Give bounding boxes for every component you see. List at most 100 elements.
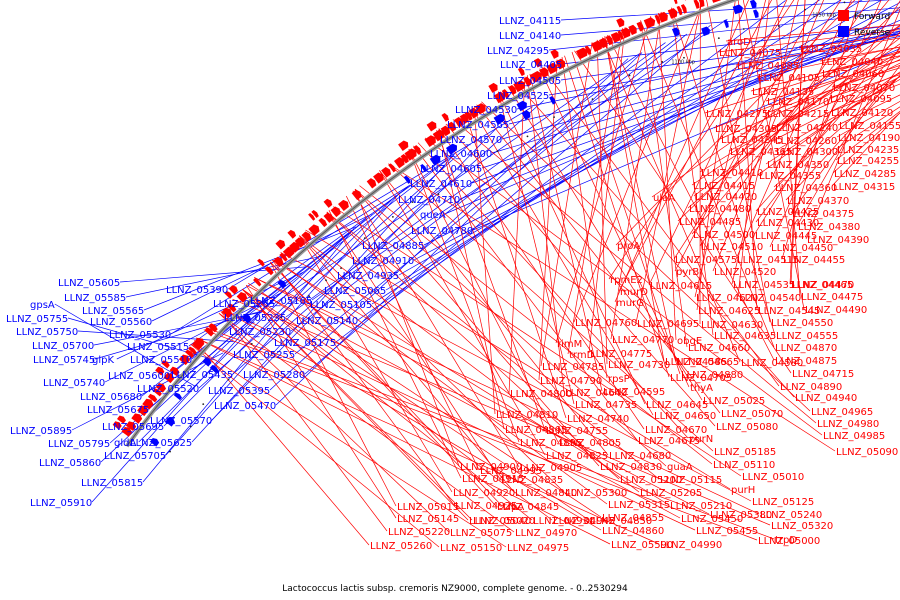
forward-gene-label: LLNZ_04430 (757, 218, 819, 229)
reverse-gene-label: LLNZ_04405 (500, 60, 562, 71)
forward-leader-line (299, 235, 640, 493)
forward-gene-label: LLNZ_04675 (638, 436, 700, 447)
misc-feature-dot (227, 378, 230, 381)
forward-leader-line (326, 211, 660, 480)
forward-leader-line (190, 343, 440, 548)
forward-gene-label: LLNZ_05240 (760, 510, 822, 521)
forward-leader-line (835, 106, 900, 150)
misc-feature-dot (202, 403, 205, 406)
forward-gene-label: LLNZ_04760 (575, 318, 637, 329)
legend-forward-label: Forward (854, 12, 890, 22)
forward-gene (311, 209, 319, 219)
forward-gene (163, 372, 175, 384)
reverse-gene-label: LLNZ_05910 (30, 498, 92, 509)
forward-gene-label: LLNZ_04995 (480, 466, 542, 477)
misc-feature-dot (591, 98, 594, 101)
forward-leader-line (507, 85, 703, 401)
legend: Forward Reverse (838, 10, 891, 38)
forward-leader-line (254, 277, 710, 515)
forward-gene (112, 421, 122, 430)
forward-leader-line (413, 145, 638, 441)
forward-gene (426, 121, 437, 132)
forward-leader-line (254, 277, 760, 515)
forward-gene-label: LLNZ_04835 (501, 475, 563, 486)
forward-gene-label: LLNZ_04450 (771, 243, 833, 254)
forward-gene-label: LLNZ_04990 (660, 540, 722, 551)
forward-leader-line (608, 0, 795, 280)
forward-gene-label: LLNZ_04585 (665, 357, 727, 368)
forward-gene (366, 178, 377, 189)
forward-gene-label: LLNZ_05150 (440, 543, 502, 554)
forward-leader-line (388, 163, 714, 452)
reverse-gene-label: LLNZ_05600 (108, 371, 170, 382)
reverse-gene-label: LLNZ_05560 (90, 317, 152, 328)
reverse-leader-line (560, 33, 900, 81)
reverse-gene-label: LLNZ_05165 (250, 296, 312, 307)
forward-leader-line (755, 47, 900, 212)
forward-gene (169, 366, 180, 377)
forward-leader-line (699, 51, 900, 173)
reverse-gene-label: LLNZ_05235 (224, 313, 286, 324)
reverse-leader-line (481, 32, 900, 169)
reverse-gene (493, 113, 505, 125)
forward-gene (373, 172, 384, 184)
misc-feature-dot (363, 237, 366, 240)
forward-gene-label: pyrB (676, 267, 699, 278)
forward-leader-line (571, 51, 681, 375)
reverse-leader-line (91, 315, 259, 503)
reverse-gene-label: LLNZ_05140 (296, 316, 358, 327)
forward-leader-line (245, 285, 397, 519)
reverse-gene-label: LLNZ_05700 (32, 341, 94, 352)
forward-gene-label: LLNZ_04075 (719, 48, 781, 59)
forward-gene (185, 349, 195, 359)
reverse-leader-line (516, 27, 900, 110)
forward-gene (533, 58, 542, 68)
forward-gene-label: LLNZ_05115 (660, 475, 722, 486)
forward-gene-label: LLNZ_04860 (602, 526, 664, 537)
forward-gene-label: LLNZ_04240 (776, 123, 838, 134)
reverse-leader-line (491, 33, 900, 154)
forward-leader-line (242, 288, 533, 521)
forward-leader-line (438, 128, 645, 430)
reverse-gene (521, 110, 531, 120)
forward-gene-label: LLNZ_04480 (689, 204, 751, 215)
forward-leader-line (508, 76, 526, 394)
forward-leader-line (618, 0, 772, 292)
forward-gene-label: purN (689, 434, 713, 445)
forward-gene-label: LLNZ_04315 (833, 182, 895, 193)
forward-gene-label: LLNZ_04625 (698, 306, 760, 317)
forward-gene (221, 307, 233, 319)
forward-gene (275, 239, 286, 250)
reverse-gene-label: LLNZ_05255 (233, 350, 295, 361)
reverse-leader-line (54, 303, 195, 387)
reverse-gene-label: LLNZ_04565 (447, 120, 509, 131)
misc-feature-dot (189, 425, 192, 428)
reverse-leader-line (77, 330, 234, 342)
reverse-leader-line (138, 234, 347, 443)
forward-gene (468, 107, 479, 119)
forward-gene-label: LLNZ_04775 (590, 349, 652, 360)
forward-gene-label: LLNZ_04345 (721, 135, 783, 146)
forward-gene-label: LLNZ_04730 (608, 360, 670, 371)
forward-gene-label: LLNZ_05025 (703, 396, 765, 407)
reverse-gene (202, 357, 212, 367)
reverse-gene (445, 143, 457, 155)
reverse-gene (701, 26, 710, 37)
forward-gene-label: LLNZ_04705 (670, 373, 732, 384)
forward-gene-label: LLNZ_05070 (721, 409, 783, 420)
forward-leader-line (677, 6, 900, 222)
forward-gene (673, 0, 678, 5)
misc-feature-dot (280, 316, 283, 319)
forward-gene-label: LLNZ_05300 (565, 488, 627, 499)
forward-leader-line (765, 76, 900, 165)
reverse-gene (753, 9, 759, 19)
forward-leader-line (481, 101, 811, 412)
label-leader-lines (54, 0, 900, 548)
reverse-leader-line (398, 0, 883, 276)
misc-feature-dot (325, 279, 327, 282)
forward-gene-label: LLNZ_05185 (714, 447, 776, 458)
forward-leader-line (305, 229, 731, 490)
forward-gene (178, 354, 190, 366)
forward-gene-label: LLNZ_04790 (540, 376, 602, 387)
forward-gene-label: LLNZ_04965 (811, 407, 873, 418)
